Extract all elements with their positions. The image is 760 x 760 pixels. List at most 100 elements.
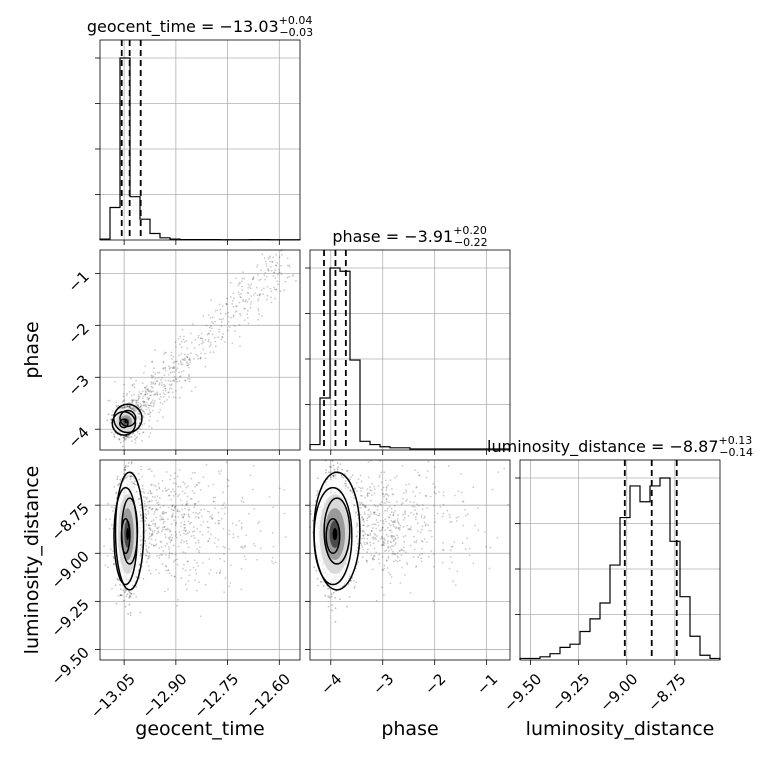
sample-point [134,399,137,402]
sample-point [151,360,154,363]
sample-point [161,530,163,533]
sample-point [279,487,281,490]
sample-point [198,551,201,554]
sample-point [145,561,148,563]
sample-point [138,406,141,409]
sample-point [147,546,150,549]
panel-geocent_time-vs-luminosity_distance-xtick-label-2: −12.75 [190,670,242,722]
sample-point [200,356,202,359]
sample-point [208,572,211,575]
sample-point [131,399,134,401]
sample-point [241,496,244,499]
sample-point [259,530,262,532]
sample-point [151,409,154,412]
sample-point [154,349,156,352]
sample-point [106,419,109,422]
geocent_time-hist-frame [99,39,301,241]
sample-point [128,390,131,393]
sample-point [124,435,127,438]
sample-point [173,365,175,368]
sample-point [258,313,260,315]
sample-point [270,269,273,272]
sample-point [261,253,264,256]
sample-point [123,399,126,401]
sample-point [123,599,125,602]
sample-point [153,393,156,396]
sample-point [150,385,153,388]
sample-point [146,388,149,390]
sample-point [183,335,185,338]
sample-point [148,425,151,428]
sample-point [161,381,163,384]
sample-point [181,363,184,366]
sample-point [194,516,197,518]
sample-point [187,546,190,549]
sample-point [249,306,252,309]
sample-point [135,409,137,412]
sample-point [166,542,168,545]
sample-point [160,546,163,549]
sample-point [201,515,203,518]
sample-point [197,541,200,544]
sample-point [127,612,129,615]
sample-point [130,407,133,410]
sample-point [228,585,231,588]
sample-point [188,358,191,361]
sample-point [187,353,189,356]
sample-point [250,283,253,285]
sample-point [241,277,244,280]
sample-point [133,393,135,396]
sample-point [257,309,260,312]
sample-point [165,564,167,567]
sample-point [317,584,319,587]
sample-point [145,548,148,551]
sample-point [248,512,251,515]
sample-point [175,521,178,524]
sample-point [124,435,127,438]
sample-point [130,394,133,397]
sample-point [330,476,333,479]
sample-point [110,431,113,434]
luminosity_distance-histogram [519,477,721,660]
sample-point [152,401,155,404]
sample-point [266,294,269,297]
sample-point [144,540,147,542]
sample-point [129,406,132,408]
sample-point [162,528,164,531]
sample-point [125,439,127,441]
sample-point [232,306,235,308]
sample-point [197,336,200,339]
sample-point [129,407,131,409]
sample-point [172,367,175,369]
sample-point [200,342,203,345]
sample-point [132,399,134,402]
sample-point [278,269,280,271]
sample-point [230,296,232,298]
sample-point [170,474,172,477]
sample-point [141,382,144,385]
sample-point [121,400,124,403]
sample-point [240,528,243,530]
sample-point [270,301,273,304]
sample-point [118,438,120,440]
sample-point [148,537,150,540]
sample-point [221,335,224,338]
sample-point [137,404,139,406]
sample-point [217,538,220,541]
sample-point [174,360,177,363]
sample-point [280,264,282,267]
sample-point [145,505,148,508]
sample-point [177,516,180,518]
sample-point [150,405,153,407]
sample-point [208,537,211,540]
sample-point [148,409,151,411]
sample-point [238,293,241,296]
sample-point [177,545,180,548]
sample-point [151,375,153,378]
sample-point [183,513,186,516]
sample-point [115,492,117,495]
sample-point [167,588,170,591]
sample-point [220,318,223,321]
sample-point [194,386,197,388]
sample-point [270,266,272,268]
